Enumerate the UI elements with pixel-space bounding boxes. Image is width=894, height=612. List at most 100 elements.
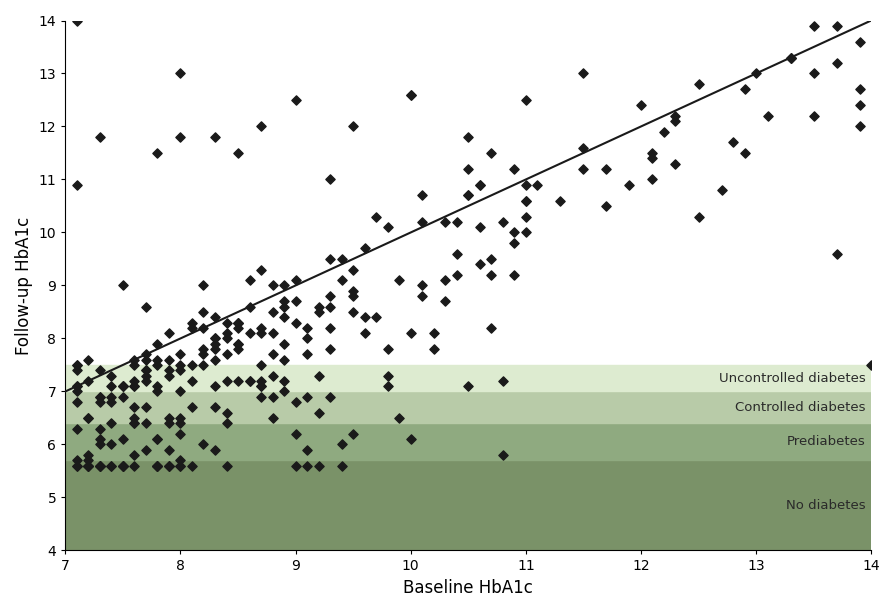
- Point: [276, 296, 291, 306]
- Point: [207, 312, 222, 322]
- Point: [70, 180, 84, 190]
- Point: [254, 392, 268, 401]
- Point: [288, 397, 302, 407]
- Point: [219, 408, 233, 417]
- Text: Uncontrolled diabetes: Uncontrolled diabetes: [718, 371, 864, 385]
- Point: [81, 450, 96, 460]
- Point: [81, 355, 96, 365]
- Point: [288, 461, 302, 471]
- Point: [472, 222, 486, 232]
- Point: [139, 403, 153, 412]
- Point: [266, 349, 280, 359]
- Point: [621, 180, 636, 190]
- Point: [276, 302, 291, 312]
- Point: [219, 328, 233, 338]
- Point: [460, 381, 475, 391]
- Bar: [65, 460, 870, 550]
- Point: [242, 328, 257, 338]
- Point: [805, 69, 820, 78]
- Point: [576, 143, 590, 152]
- Point: [576, 164, 590, 174]
- Point: [829, 21, 843, 31]
- Point: [184, 461, 198, 471]
- Point: [184, 376, 198, 386]
- Point: [127, 403, 141, 412]
- Point: [207, 334, 222, 343]
- Point: [668, 116, 682, 126]
- Point: [150, 355, 164, 365]
- Point: [173, 387, 188, 397]
- Point: [162, 413, 176, 423]
- Point: [150, 461, 164, 471]
- Point: [162, 365, 176, 375]
- Point: [484, 148, 498, 158]
- Point: [254, 376, 268, 386]
- Point: [70, 365, 84, 375]
- Point: [426, 328, 441, 338]
- Y-axis label: Follow-up HbA1c: Follow-up HbA1c: [15, 216, 33, 354]
- Point: [266, 413, 280, 423]
- Point: [254, 122, 268, 132]
- Point: [645, 148, 659, 158]
- Point: [127, 381, 141, 391]
- Point: [415, 291, 429, 301]
- Point: [276, 280, 291, 290]
- Point: [437, 275, 451, 285]
- Bar: [65, 365, 870, 392]
- Point: [519, 180, 533, 190]
- Point: [311, 408, 325, 417]
- Point: [529, 180, 544, 190]
- Point: [115, 381, 130, 391]
- Point: [139, 365, 153, 375]
- Point: [437, 217, 451, 227]
- Point: [162, 355, 176, 365]
- Point: [346, 291, 360, 301]
- Point: [460, 132, 475, 142]
- Point: [357, 312, 371, 322]
- Point: [207, 403, 222, 412]
- Point: [196, 307, 210, 317]
- Point: [93, 397, 107, 407]
- Point: [725, 138, 739, 147]
- Point: [334, 275, 349, 285]
- Point: [173, 69, 188, 78]
- Point: [173, 419, 188, 428]
- Point: [127, 376, 141, 386]
- Point: [81, 461, 96, 471]
- Point: [150, 381, 164, 391]
- Point: [507, 270, 521, 280]
- Point: [346, 307, 360, 317]
- Point: [173, 132, 188, 142]
- Point: [288, 95, 302, 105]
- Point: [346, 429, 360, 439]
- Point: [863, 360, 877, 370]
- Point: [115, 435, 130, 444]
- Point: [127, 381, 141, 391]
- Point: [150, 148, 164, 158]
- Point: [127, 450, 141, 460]
- Point: [254, 264, 268, 274]
- Point: [276, 339, 291, 349]
- Point: [184, 318, 198, 327]
- Point: [115, 461, 130, 471]
- Point: [519, 228, 533, 237]
- Point: [115, 461, 130, 471]
- Point: [162, 419, 176, 428]
- Point: [519, 95, 533, 105]
- Point: [599, 201, 613, 211]
- Point: [507, 164, 521, 174]
- Point: [150, 461, 164, 471]
- Point: [368, 212, 383, 222]
- Point: [162, 445, 176, 455]
- Point: [748, 69, 763, 78]
- Point: [93, 365, 107, 375]
- Point: [242, 275, 257, 285]
- Point: [690, 79, 704, 89]
- Point: [484, 254, 498, 264]
- Point: [231, 323, 245, 333]
- Point: [196, 439, 210, 449]
- X-axis label: Baseline HbA1c: Baseline HbA1c: [403, 579, 533, 597]
- Point: [805, 111, 820, 121]
- Point: [184, 403, 198, 412]
- Point: [266, 371, 280, 381]
